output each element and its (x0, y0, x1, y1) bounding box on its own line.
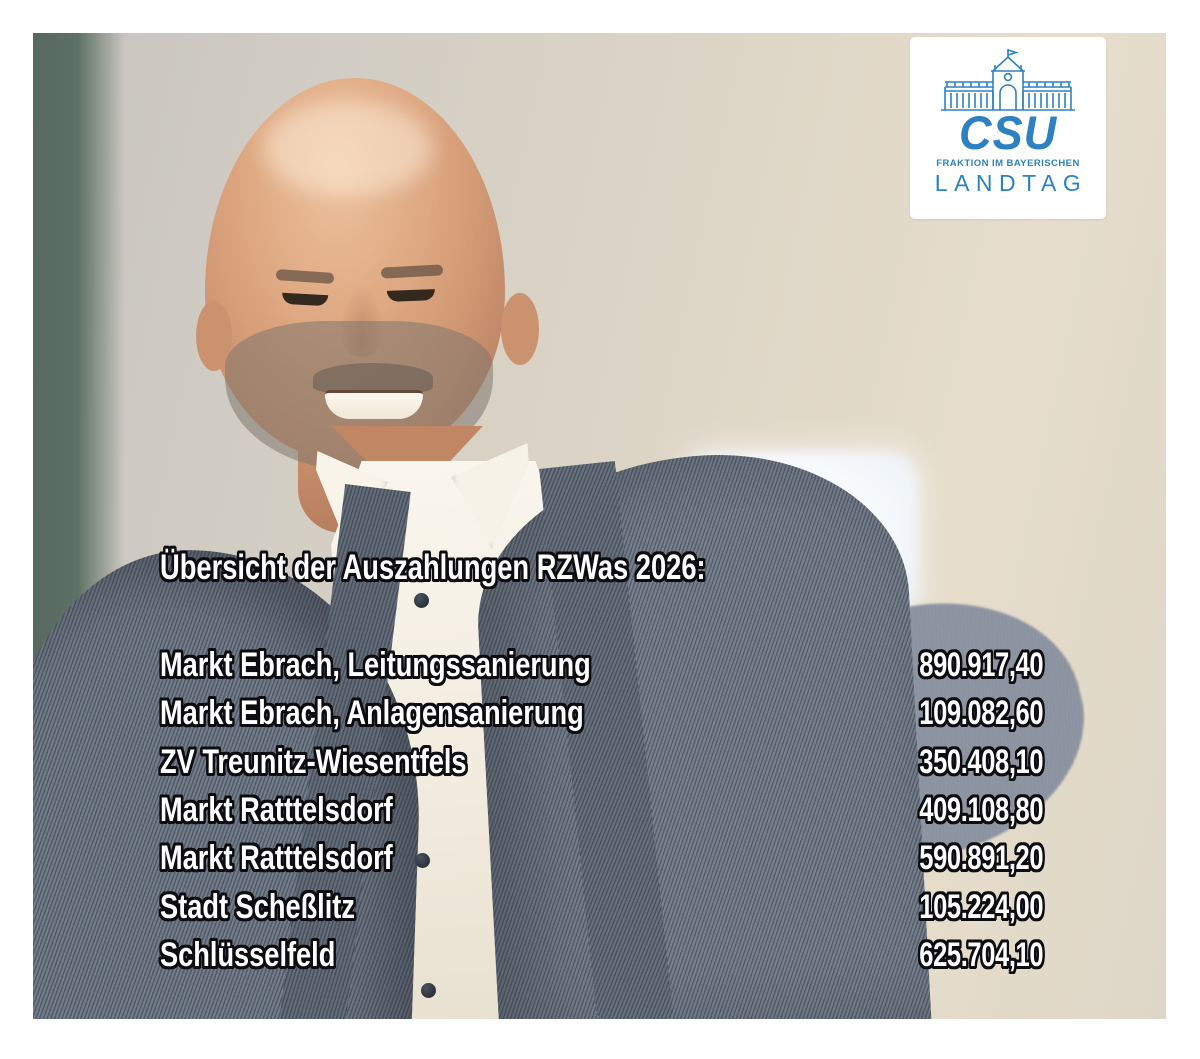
payout-amount: 109.082,60 (919, 694, 1043, 733)
shirt-button (421, 983, 436, 998)
payout-amount: 625.704,10 (919, 935, 1043, 974)
payout-label: Markt Ratttelsdorf (160, 839, 393, 878)
person-smile (325, 390, 423, 419)
payout-list: Markt Ebrach, Leitungssanierung 890.917,4… (160, 641, 1043, 979)
payout-label: Markt Ratttelsdorf (160, 791, 393, 830)
payout-row: Markt Ratttelsdorf 409.108,80 (160, 786, 1043, 834)
maximilianeum-icon (941, 49, 1075, 111)
logo-landtag-line: LANDTAG (934, 170, 1088, 197)
payout-amount: 350.408,10 (919, 742, 1043, 781)
shirt-button (414, 593, 429, 608)
payout-label: Schlüsselfeld (160, 935, 336, 974)
payout-row: Markt Ratttelsdorf 590.891,20 (160, 834, 1043, 882)
overlay-title: Übersicht der Auszahlungen RZWas 2026: (160, 548, 860, 588)
payout-row: Schlüsselfeld 625.704,10 (160, 931, 1043, 979)
csu-wordmark: CSU (958, 106, 1058, 159)
payout-label: Markt Ebrach, Anlagensanierung (160, 694, 584, 733)
payout-row: ZV Treunitz-Wiesentfels 350.408,10 (160, 738, 1043, 786)
logo-fraktion-line: FRAKTION IM BAYERISCHEN (936, 158, 1080, 170)
payout-row: Stadt Scheßlitz 105.224,00 (160, 882, 1043, 930)
payout-amount: 105.224,00 (919, 887, 1043, 926)
csu-logo: CSU FRAKTION IM BAYERISCHEN LANDTAG (910, 37, 1106, 219)
payout-row: Markt Ebrach, Anlagensanierung 109.082,60 (160, 689, 1043, 737)
overlay-title-text: Übersicht der Auszahlungen RZWas 2026: (160, 548, 706, 587)
payout-label: ZV Treunitz-Wiesentfels (160, 742, 467, 781)
payout-amount: 409.108,80 (919, 791, 1043, 830)
payout-amount: 890.917,40 (919, 646, 1043, 685)
head-highlight (263, 101, 433, 196)
payout-amount: 590.891,20 (919, 839, 1043, 878)
person-ear-right (501, 293, 539, 365)
payout-label: Markt Ebrach, Leitungssanierung (160, 646, 591, 685)
payout-label: Stadt Scheßlitz (160, 887, 355, 926)
shirt-button (410, 759, 425, 774)
shirt-button (415, 853, 430, 868)
payout-row: Markt Ebrach, Leitungssanierung 890.917,4… (160, 641, 1043, 689)
person-mustache (313, 363, 433, 393)
